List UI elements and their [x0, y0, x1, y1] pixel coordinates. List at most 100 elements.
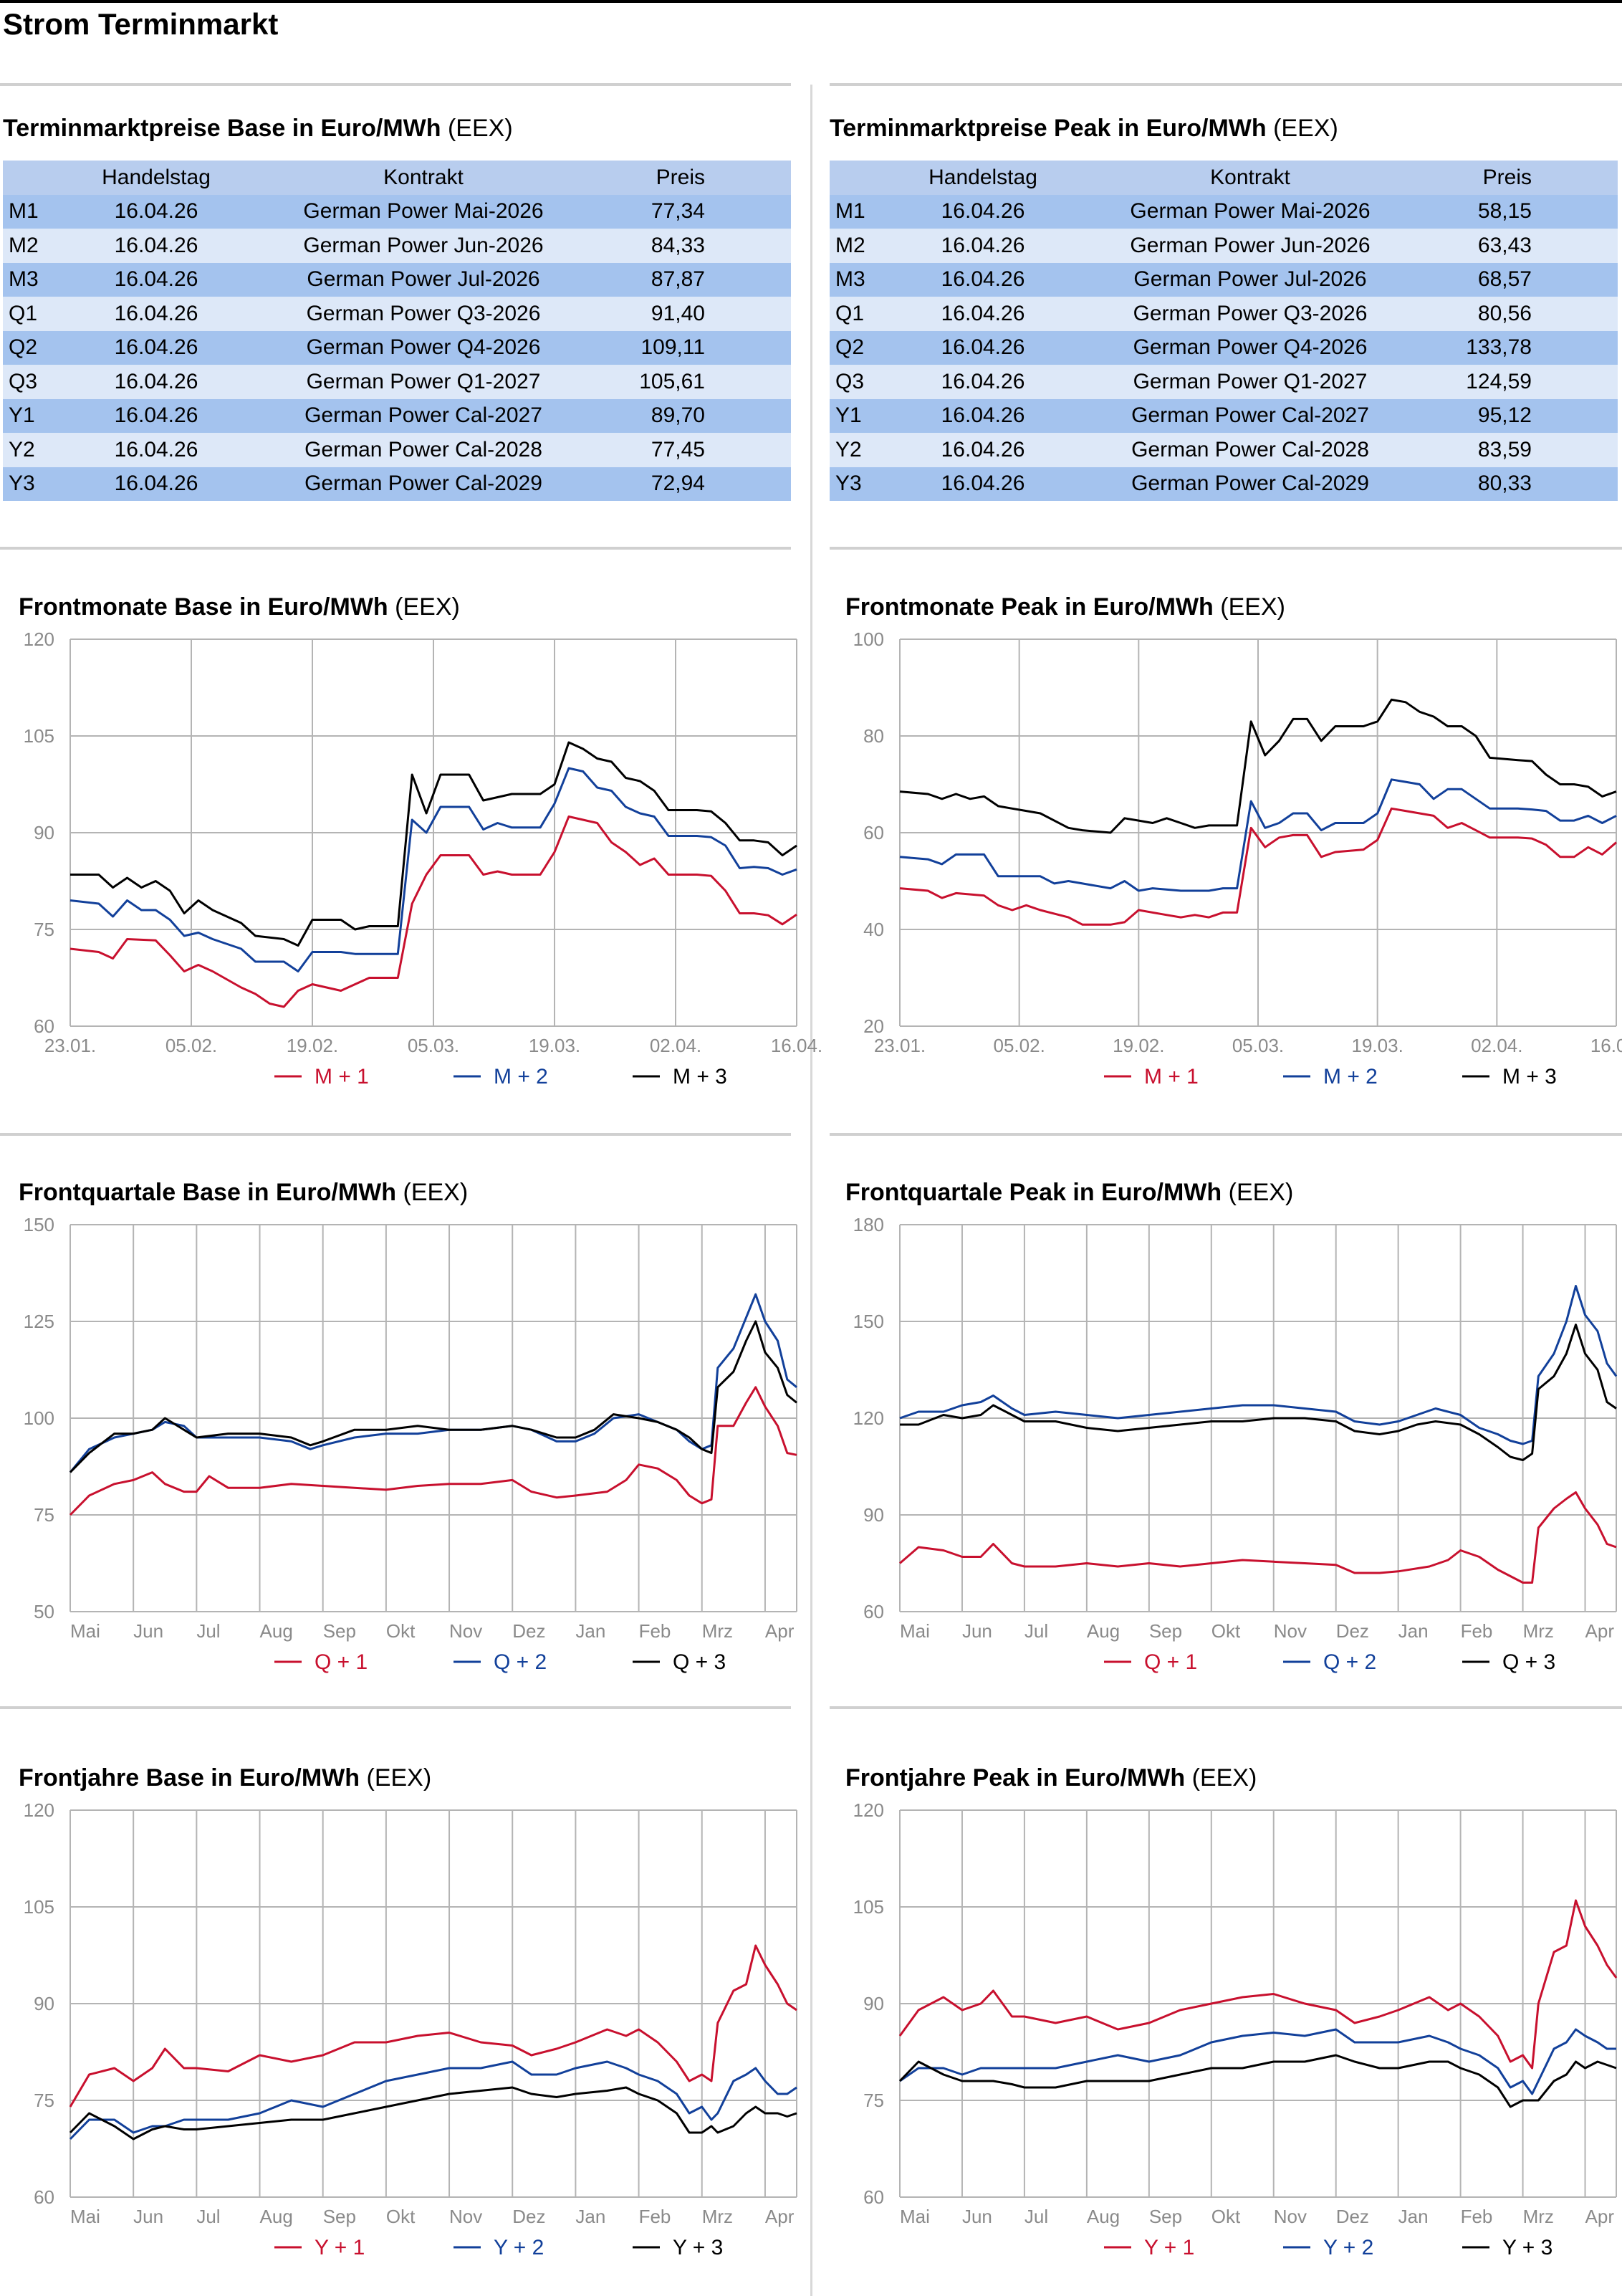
- table-row: Y3 16.04.26 German Power Cal-2029 72,94: [3, 467, 791, 501]
- price-table-peak: Handelstag Kontrakt Preis M1 16.04.26 Germ…: [830, 161, 1618, 501]
- x-tick-label: Sep: [323, 2206, 356, 2227]
- x-tick-label: Apr: [765, 2206, 795, 2227]
- y-tick-label: 60: [34, 1015, 54, 1037]
- legend-label: Y + 2: [494, 2236, 544, 2259]
- x-tick-label: Mrz: [702, 1620, 733, 1642]
- x-tick-label: Sep: [1149, 1620, 1182, 1642]
- chart-title: Frontjahre Base in Euro/MWh (EEX): [19, 1764, 432, 1792]
- row-label: M3: [835, 267, 865, 292]
- chart-frontjahre-base: 60 75 90 105 120 Mai Jun Jul Aug Sep Okt Nov Dez Jan F…: [24, 1799, 797, 2259]
- x-tick-label: Feb: [1461, 2206, 1493, 2227]
- row-price: 84,33: [651, 233, 705, 257]
- table-row: Q1 16.04.26 German Power Q3-2026 91,40: [3, 297, 791, 331]
- row-date: 16.04.26: [941, 403, 1025, 428]
- row-label: Y1: [835, 403, 862, 428]
- table-title-peak: Terminmarktpreise Peak in Euro/MWh (EEX): [830, 115, 1338, 142]
- row-contract: German Power Cal-2029: [304, 472, 542, 496]
- legend-label: M + 1: [315, 1065, 369, 1089]
- y-tick-label: 150: [24, 1214, 54, 1235]
- x-tick-label: Jul: [1024, 2206, 1048, 2227]
- header-contract: Kontrakt: [383, 165, 464, 189]
- legend-label: Q + 2: [494, 1650, 547, 1674]
- row-contract: German Power Jul-2026: [1133, 267, 1367, 292]
- series-line: [899, 698, 1617, 834]
- y-tick-label: 80: [863, 725, 884, 747]
- y-tick-label: 75: [34, 2090, 54, 2111]
- row-contract: German Power Q3-2026: [306, 301, 541, 325]
- row-date: 16.04.26: [114, 335, 198, 360]
- row-contract: German Power Q1-2027: [1133, 369, 1368, 393]
- table-row: M2 16.04.26 German Power Jun-2026 84,33: [3, 229, 791, 263]
- row-price: 77,34: [651, 199, 705, 224]
- y-tick-label: 60: [863, 1601, 884, 1622]
- x-tick-label: Sep: [323, 1620, 356, 1642]
- x-tick-label: Aug: [1087, 1620, 1120, 1642]
- page-title: Strom Terminmarkt: [3, 7, 279, 41]
- y-tick-label: 90: [863, 1993, 884, 2014]
- legend-label: Q + 3: [1502, 1650, 1555, 1674]
- table-row: M1 16.04.26 German Power Mai-2026 58,15: [830, 194, 1618, 229]
- separator: [830, 1706, 1622, 1709]
- table-header-row: Handelstag Kontrakt Preis: [3, 161, 791, 195]
- x-tick-label: Feb: [639, 1620, 671, 1642]
- x-tick-label: 02.04.: [1471, 1035, 1522, 1056]
- separator: [830, 1133, 1622, 1136]
- x-tick-label: 16.04.: [1590, 1035, 1622, 1056]
- y-tick-label: 40: [863, 919, 884, 940]
- separator: [0, 1706, 791, 1709]
- table-row: Q1 16.04.26 German Power Q3-2026 80,56: [830, 297, 1618, 331]
- y-tick-label: 105: [853, 1896, 884, 1918]
- x-tick-label: 05.02.: [165, 1035, 217, 1056]
- row-price: 87,87: [651, 267, 705, 292]
- row-date: 16.04.26: [941, 199, 1025, 224]
- row-contract: German Power Cal-2029: [1131, 472, 1369, 496]
- legend-label: Q + 1: [1144, 1650, 1197, 1674]
- row-date: 16.04.26: [114, 267, 198, 292]
- row-contract: German Power Jun-2026: [1130, 233, 1371, 257]
- legend-label: Q + 2: [1323, 1650, 1376, 1674]
- row-label: Q2: [9, 335, 38, 360]
- x-tick-label: Mai: [900, 2206, 930, 2227]
- series-line: [899, 1285, 1618, 1445]
- table-row: M3 16.04.26 German Power Jul-2026 87,87: [3, 262, 791, 297]
- y-tick-label: 180: [853, 1214, 884, 1235]
- x-tick-label: Okt: [386, 1620, 416, 1642]
- chart-frontjahre-peak: 60 75 90 105 120 Mai Jun Jul Aug Sep Okt Nov Dez Jan F…: [853, 1799, 1618, 2259]
- row-date: 16.04.26: [941, 301, 1025, 325]
- chart-title: Frontmonate Base in Euro/MWh (EEX): [19, 593, 460, 621]
- series-line: [69, 1944, 797, 2108]
- x-tick-label: Jun: [133, 2206, 163, 2227]
- row-price: 105,61: [639, 369, 705, 393]
- x-tick-label: Apr: [765, 1620, 795, 1642]
- series-line: [69, 815, 797, 1008]
- row-contract: German Power Q4-2026: [1133, 335, 1368, 360]
- series-line: [898, 2054, 1617, 2108]
- legend-label: Q + 1: [315, 1650, 368, 1674]
- x-tick-label: 23.01.: [44, 1035, 96, 1056]
- row-contract: German Power Cal-2028: [304, 437, 542, 461]
- row-price: 109,11: [640, 335, 705, 360]
- y-tick-label: 60: [863, 822, 884, 843]
- series-line: [899, 1491, 1617, 1584]
- table-row: Q2 16.04.26 German Power Q4-2026 133,78: [830, 330, 1618, 365]
- x-tick-label: Nov: [449, 1620, 482, 1642]
- y-tick-label: 100: [853, 628, 884, 650]
- row-label: Y3: [9, 472, 35, 496]
- table-row: Y2 16.04.26 German Power Cal-2028 83,59: [830, 433, 1618, 467]
- x-tick-label: 19.03.: [1352, 1035, 1403, 1056]
- row-label: Y2: [9, 437, 35, 461]
- row-price: 91,40: [651, 301, 705, 325]
- row-price: 89,70: [651, 403, 705, 428]
- row-price: 58,15: [1477, 199, 1532, 224]
- table-row: Y3 16.04.26 German Power Cal-2029 80,33: [830, 467, 1618, 501]
- table-row: M2 16.04.26 German Power Jun-2026 63,43: [830, 229, 1618, 263]
- x-tick-label: Feb: [1461, 1620, 1493, 1642]
- row-label: Q1: [9, 301, 38, 325]
- table-row: Y1 16.04.26 German Power Cal-2027 89,70: [3, 398, 791, 433]
- row-contract: German Power Cal-2028: [1131, 437, 1369, 461]
- row-price: 68,57: [1477, 267, 1532, 292]
- row-price: 83,59: [1477, 437, 1532, 461]
- x-tick-label: Okt: [386, 2206, 416, 2227]
- row-date: 16.04.26: [114, 233, 198, 257]
- y-tick-label: 120: [24, 1799, 54, 1821]
